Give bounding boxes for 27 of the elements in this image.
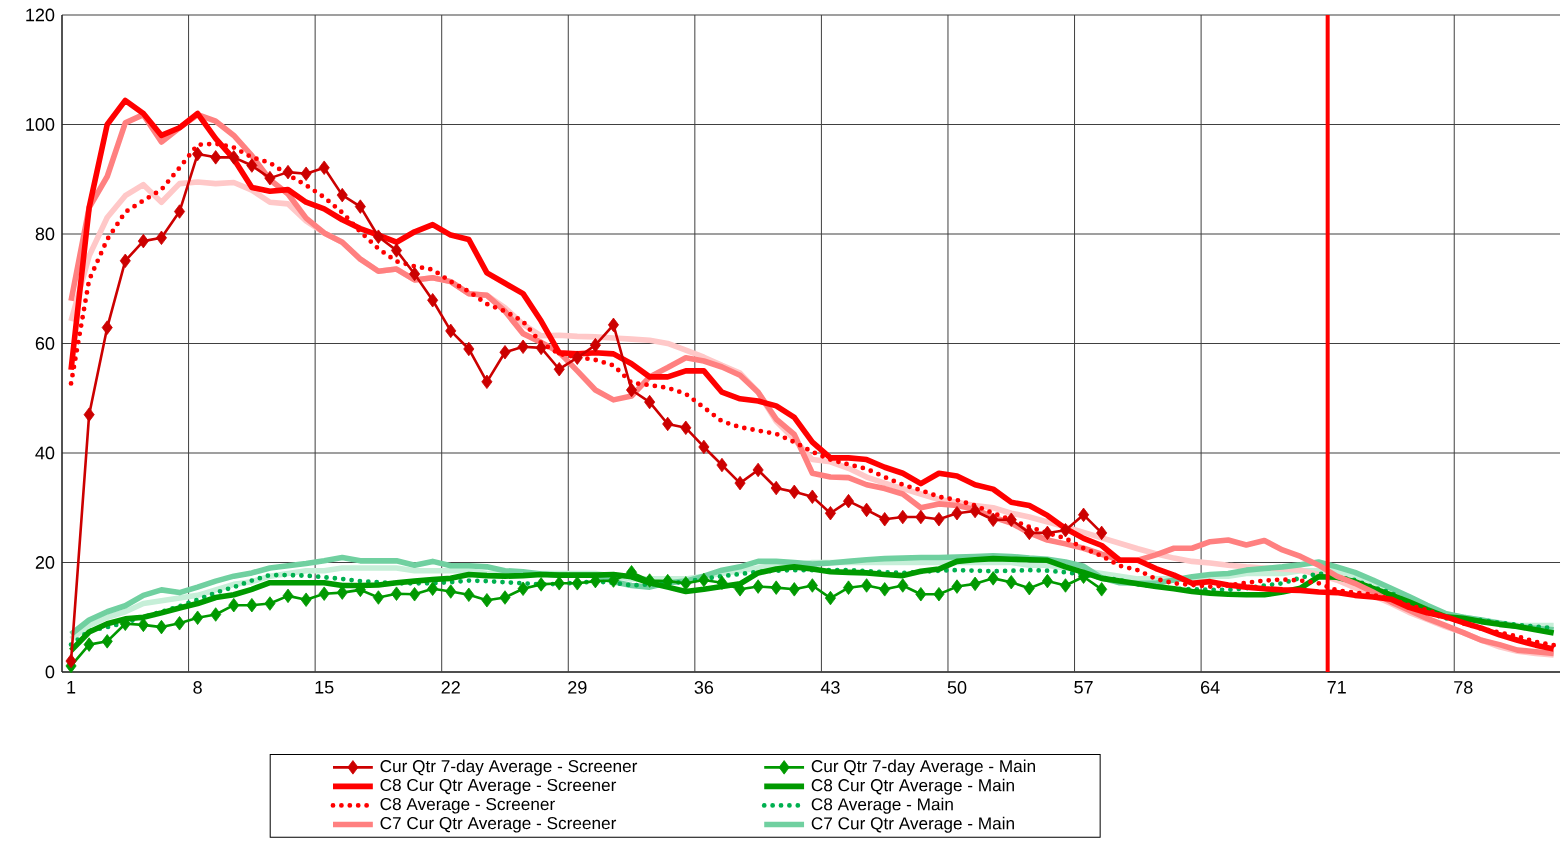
legend-label: C7 Cur Qtr Average - Screener (380, 817, 617, 833)
legend-label: C8 Average - Main (811, 797, 953, 814)
legend-label: C7 Cur Qtr Average - Main (811, 816, 1014, 833)
y-tick-label: 0 (45, 665, 55, 679)
x-tick-label: 29 (568, 681, 587, 694)
y-tick-label: 40 (35, 446, 55, 460)
x-tick-label: 64 (1201, 681, 1220, 694)
y-tick-label: 20 (35, 556, 55, 569)
y-tick-label: 100 (26, 118, 55, 131)
legend-label: C8 Cur Qtr Average - Main (811, 778, 1014, 795)
x-tick-label: 71 (1327, 681, 1346, 694)
legend-label: Cur Qtr 7-day Average - Screener (380, 759, 638, 776)
x-tick-label: 15 (315, 681, 334, 694)
y-tick-label: 60 (35, 337, 55, 350)
x-tick-label: 22 (441, 681, 460, 694)
legend-label: C8 Average - Screener (380, 797, 555, 814)
x-tick-label: 57 (1074, 681, 1093, 694)
x-tick-label: 8 (193, 681, 202, 694)
y-tick-label: 120 (26, 8, 55, 22)
legend-label: C8 Cur Qtr Average - Screener (380, 778, 617, 795)
x-tick-label: 43 (820, 681, 840, 694)
x-tick-label: 50 (947, 681, 967, 694)
y-tick-label: 80 (35, 227, 55, 241)
legend-label: Cur Qtr 7-day Average - Main (811, 759, 1035, 776)
x-tick-label: 78 (1454, 681, 1473, 694)
x-tick-label: 36 (694, 681, 714, 694)
x-tick-label: 1 (67, 681, 76, 694)
